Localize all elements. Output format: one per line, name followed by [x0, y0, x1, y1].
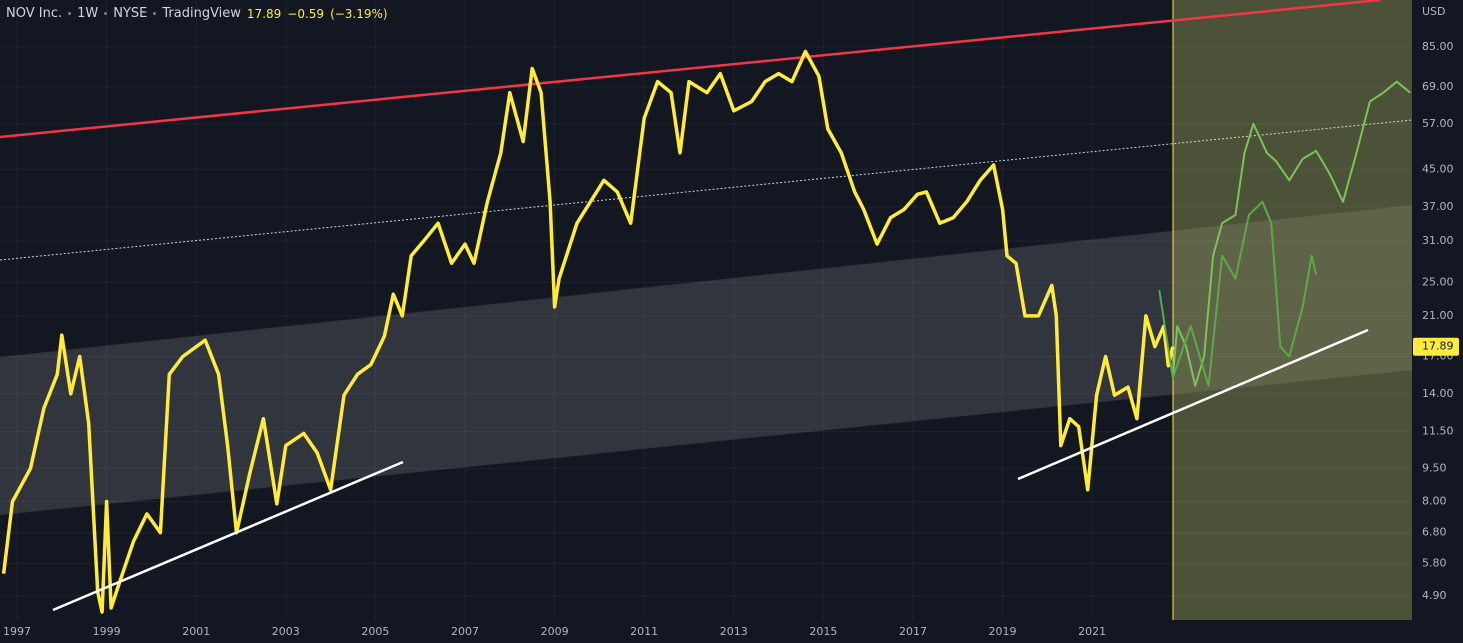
support-line	[1017, 328, 1369, 481]
axes: 4.905.806.808.009.5011.5014.0017.0021.00…	[3, 40, 1459, 638]
separator	[104, 12, 108, 15]
y-tick-label: 25.00	[1422, 275, 1454, 288]
x-tick-label: 2017	[899, 625, 927, 638]
x-tick-label: 2001	[182, 625, 210, 638]
y-tick-label: 5.80	[1422, 556, 1447, 569]
x-tick-label: 2003	[272, 625, 300, 638]
separator	[68, 12, 72, 15]
y-tick-label: 11.50	[1422, 425, 1454, 438]
exchange: NYSE	[113, 6, 148, 21]
y-tick-label: 69.00	[1422, 80, 1454, 93]
legend-header: NOV Inc. 1W NYSE TradingView 17.89 −0.59…	[6, 6, 388, 21]
projection-box	[1173, 0, 1412, 620]
last-price-badge	[1413, 337, 1459, 356]
grid	[0, 0, 1412, 620]
separator	[153, 12, 157, 15]
y-tick-label: 4.90	[1422, 589, 1447, 602]
price-line	[1, 49, 1175, 614]
y-tick-label: 6.80	[1422, 526, 1447, 539]
price-line	[1158, 200, 1318, 387]
y-tick-label: 21.00	[1422, 309, 1454, 322]
x-tick-label: 2015	[809, 625, 837, 638]
symbol: NOV Inc.	[6, 6, 63, 21]
y-tick-label: 85.00	[1422, 40, 1454, 53]
y-tick-label: 57.00	[1422, 117, 1454, 130]
support-line	[52, 460, 404, 612]
y-tick-label: 31.00	[1422, 234, 1454, 247]
last-price: 17.89	[246, 6, 282, 21]
x-tick-label: 2021	[1078, 625, 1106, 638]
y-tick-label: 8.00	[1422, 494, 1447, 507]
change: −0.59	[287, 6, 325, 21]
y-tick-label: 14.00	[1422, 387, 1454, 400]
channel-band	[0, 205, 1412, 515]
series	[1, 49, 1411, 614]
x-tick-label: 2019	[989, 625, 1017, 638]
interval: 1W	[77, 6, 99, 21]
x-tick-label: 2007	[451, 625, 479, 638]
y-tick-label: 45.00	[1422, 162, 1454, 175]
mid-line	[0, 119, 1413, 261]
source: TradingView	[162, 6, 241, 21]
x-tick-label: 2009	[541, 625, 569, 638]
currency: USD	[1422, 5, 1446, 18]
x-tick-label: 1997	[3, 625, 31, 638]
last-price-label: 17.89	[1422, 340, 1454, 353]
change-percent: (−3.19%)	[330, 6, 388, 21]
x-tick-label: 2011	[630, 625, 658, 638]
time-axis	[0, 620, 1412, 643]
x-tick-label: 1999	[93, 625, 121, 638]
price-axis	[1412, 0, 1463, 643]
y-tick-label: 9.50	[1422, 461, 1447, 474]
resistance-line	[0, 0, 1381, 139]
x-tick-label: 2005	[361, 625, 389, 638]
price-line	[1171, 80, 1411, 387]
x-tick-label: 2013	[720, 625, 748, 638]
y-tick-label: 37.00	[1422, 200, 1454, 213]
